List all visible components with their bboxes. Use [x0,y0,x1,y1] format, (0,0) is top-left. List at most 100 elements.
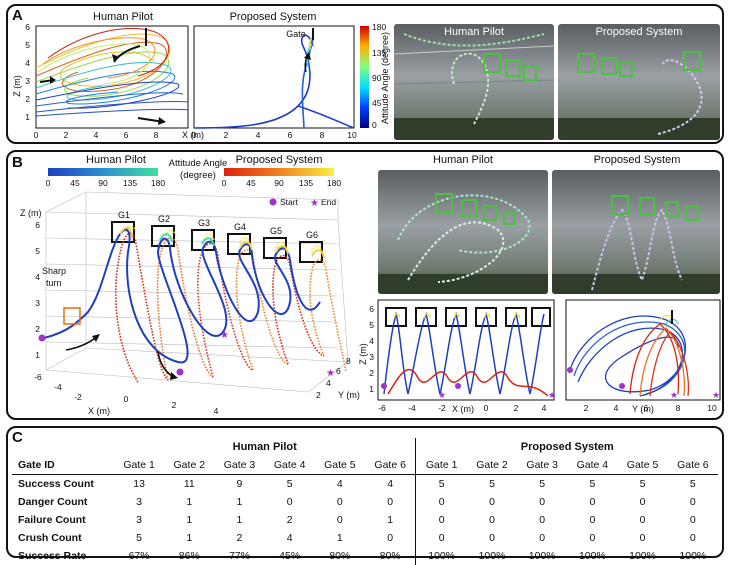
table-cell: 9 [236,478,243,490]
start-marker-icon [269,198,277,206]
side-y-tick: 6 [644,403,649,413]
table-cell: 2 [236,532,243,544]
b-proposed-colorbar [224,168,334,176]
a-gate-label: Gate [286,29,306,39]
table-row: Danger Count 3 1 1 0 0 0 0 0 0 0 0 0 [12,493,718,511]
a2-x-tick: 8 [320,130,325,140]
table-cell: 0 [489,514,495,526]
row-label: Danger Count [18,496,88,508]
gate-3d [299,241,323,263]
table-cell: 3 [136,496,143,508]
table-cell: 0 [438,514,445,526]
b3d-z-tick: 2 [35,324,40,334]
table-cell: 0 [589,514,596,526]
panel-a-plots: 6 5 4 3 2 1 Z (m) 0 2 4 6 8 X (m) Gate 0… [12,22,390,140]
table-row: Failure Count 3 1 1 2 0 1 0 0 0 0 0 0 [12,511,718,529]
row-header-gate-id: Gate ID [12,456,114,475]
b-pcb-tick: 0 [222,178,227,188]
side-y-tick: 10 [707,403,717,413]
a2-x-tick: 6 [288,130,293,140]
front-x-tick: -4 [408,403,416,413]
a-photo-proposed: Proposed System [558,24,720,140]
table-cell: 5 [136,532,143,544]
a-z-tick: 6 [25,22,30,32]
group-proposed-system: Proposed System [520,441,614,453]
table-cell: 80% [329,550,351,562]
b3d-y-label: Y (m) [338,390,360,400]
a-x-tick: 2 [64,130,69,140]
a-colorbar [360,26,369,128]
b-pcb-tick: 135 [299,178,313,188]
table-cell: 0 [689,514,696,526]
table-cell: 0 [438,532,445,544]
table-cell: 3 [136,514,143,526]
table-cell: 0 [539,514,546,526]
front-x-tick: -2 [438,403,446,413]
front-z-tick: 3 [369,352,374,362]
b3d-y-tick: 6 [336,366,341,376]
gate-id-header: Gate 6 [667,456,718,475]
table-cell: 5 [689,478,696,490]
gate-id-header: Gate 4 [567,456,618,475]
side-y-label: Y (m) [632,404,654,414]
table-cell: 1 [336,532,343,544]
start-marker-icon [38,334,46,342]
row-label: Failure Count [18,514,86,526]
proposed-trajectories [193,34,355,129]
b-hcb-tick: 180 [151,178,165,188]
table-cell: 100% [428,550,456,562]
table-cell: 100% [629,550,656,562]
table-cell: 0 [539,532,546,544]
panel-b-3d-plot: 0 45 90 135 180 0 45 90 135 180 Start ★ … [20,168,360,416]
front-z-label: Z (m) [358,343,368,365]
a-colorbar-label: Attitude Angle (degree) [380,32,390,124]
gate-label: G4 [234,222,246,232]
table-cell: 100% [679,550,707,562]
start-marker-icon [619,383,625,389]
row-label: Crush Count [18,532,82,544]
table-cell: 0 [489,496,495,508]
a-z-tick: 2 [25,94,30,104]
table-cell: 4 [286,532,293,544]
a-x-tick: 4 [94,130,99,140]
b-pcb-tick: 90 [274,178,284,188]
side-y-tick: 4 [614,403,619,413]
a-x-tick: 0 [34,130,39,140]
b-photo-human-title: Human Pilot [433,154,493,166]
table-cell: 80% [364,547,417,565]
group-human-pilot: Human Pilot [114,438,417,456]
start-marker-icon [381,383,387,389]
table-cell: 0 [286,496,293,508]
table-group-header: Human Pilot Proposed System [12,438,718,456]
table-cell: 13 [133,478,145,490]
a-cb-tick: 90 [372,73,382,83]
table-cell: 4 [364,474,417,493]
b-pcb-tick: 180 [327,178,341,188]
a-cb-tick: 0 [372,120,377,130]
front-z-tick: 6 [369,304,374,314]
b3d-z-tick: 1 [35,350,40,360]
b3d-x-label: X (m) [88,406,110,416]
a2-x-tick: 10 [347,130,357,140]
proposed-3d-trajectory [115,225,347,383]
end-star-icon: ★ [712,390,720,400]
a2-x-tick: 4 [256,130,261,140]
a-cb-tick: 135 [372,48,386,58]
table-cell: 2 [286,514,293,526]
front-z-tick: 4 [369,336,374,346]
table-cell: 45% [279,550,301,562]
table-cell: 1 [186,496,193,508]
table-cell: 5 [286,478,293,490]
a-cb-tick: 180 [372,22,386,32]
table-cell: 1 [186,514,193,526]
table-row: Crush Count 5 1 2 4 1 0 0 0 0 0 0 0 [12,529,718,547]
end-star-icon: ★ [310,198,319,209]
table-cell: 1 [186,532,193,544]
b-end-label: End [321,197,336,207]
b3d-z-label: Z (m) [20,208,42,218]
table-cell: 77% [228,550,250,562]
a-cb-tick: 45 [372,98,382,108]
table-cell: 0 [364,493,417,511]
start-marker-icon [455,383,461,389]
